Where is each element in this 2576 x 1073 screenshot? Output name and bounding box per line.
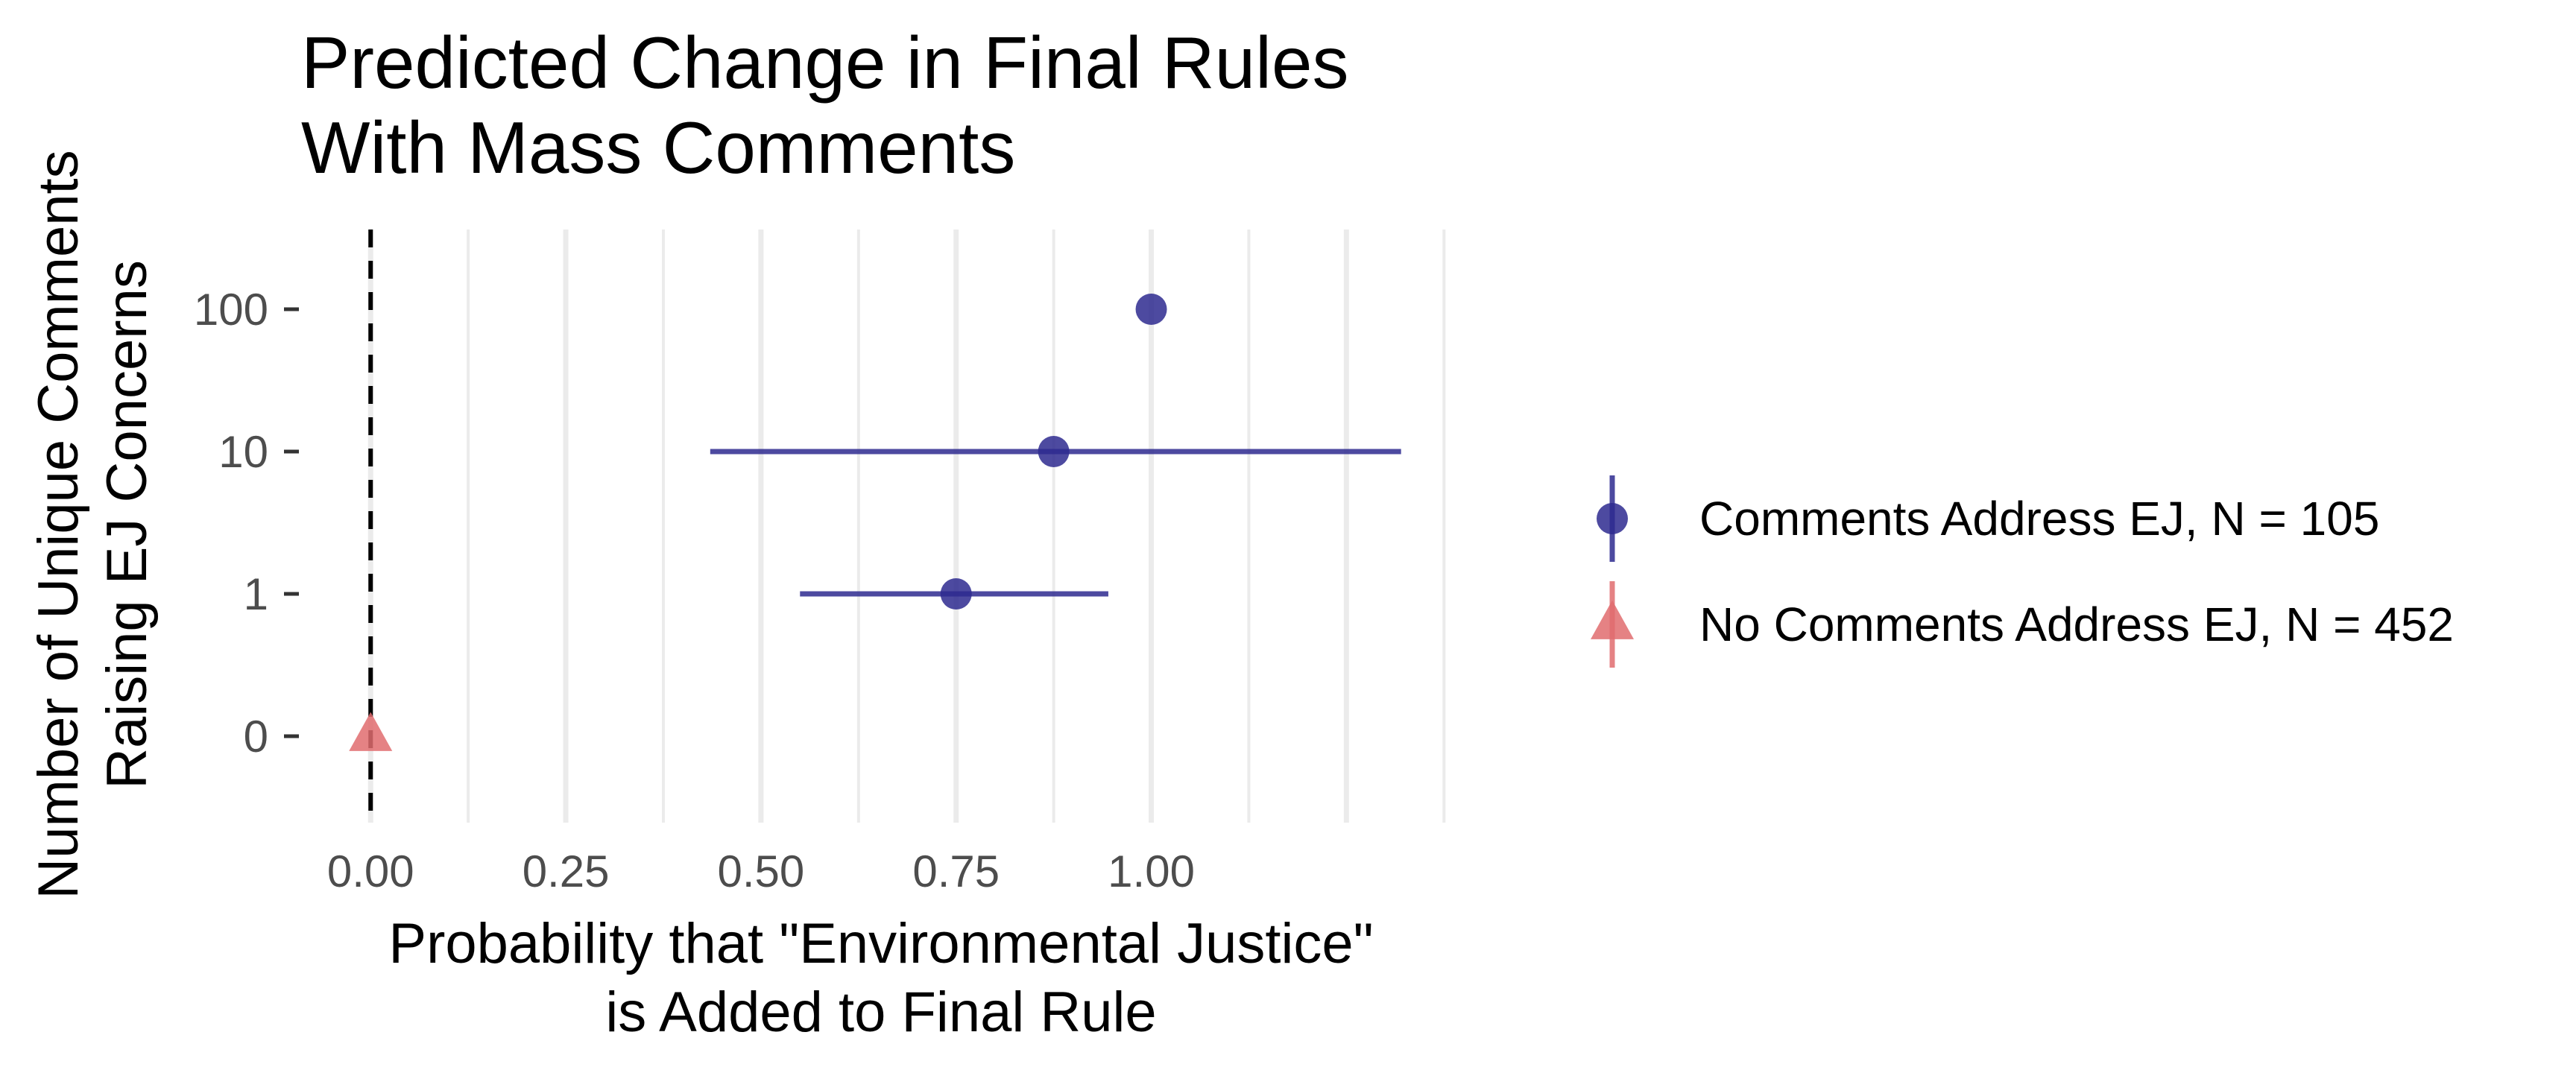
x-tick-label: 0.25 — [523, 846, 610, 896]
data-point — [349, 712, 393, 751]
legend-key-circle — [1597, 503, 1628, 534]
x-tick-label: 0.00 — [327, 846, 414, 896]
data-point — [1038, 436, 1070, 467]
y-axis-label-line-1: Number of Unique Comments — [27, 150, 90, 899]
x-axis-label-line-2: is Added to Final Rule — [605, 981, 1156, 1044]
legend-key-triangle — [1591, 600, 1634, 639]
x-axis-label-line-1: Probability that "Environmental Justice" — [388, 912, 1373, 975]
y-tick-label: 1 — [244, 569, 268, 619]
gridlines — [367, 230, 1446, 823]
x-tick-label: 0.75 — [912, 846, 1000, 896]
x-tick-label: 1.00 — [1108, 846, 1195, 896]
y-tick-label: 100 — [194, 285, 268, 335]
y-tick-labels: 0 1 10 100 — [194, 285, 299, 762]
x-tick-label: 0.50 — [718, 846, 805, 896]
legend: Comments Address EJ, N = 105 No Comments … — [1591, 475, 2454, 668]
data-point — [940, 578, 972, 610]
y-tick-label: 10 — [218, 427, 268, 477]
chart-title-line-1: Predicted Change in Final Rules — [301, 22, 1348, 104]
data-marks — [349, 294, 1401, 751]
x-tick-labels: 0.00 0.25 0.50 0.75 1.00 — [327, 846, 1195, 896]
y-tick-label: 0 — [244, 712, 268, 762]
chart-title-line-2: With Mass Comments — [301, 107, 1015, 189]
legend-label: Comments Address EJ, N = 105 — [1699, 492, 2379, 545]
y-axis-label-line-2: Raising EJ Concerns — [95, 260, 159, 789]
legend-label: No Comments Address EJ, N = 452 — [1699, 598, 2454, 651]
data-point — [1135, 294, 1167, 325]
